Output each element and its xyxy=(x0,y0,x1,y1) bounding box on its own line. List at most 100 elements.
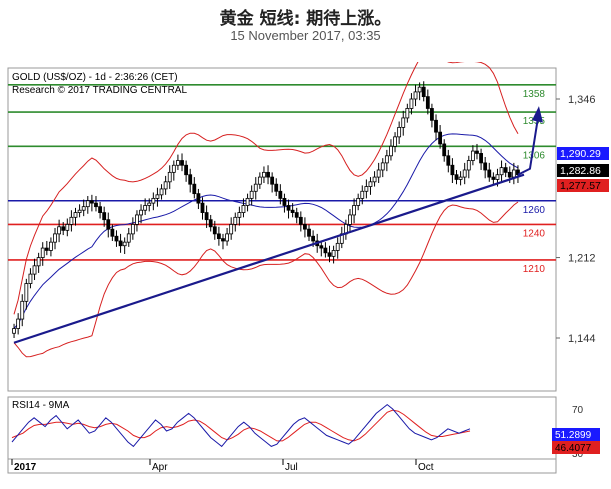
candle-body xyxy=(393,136,397,147)
candle-body xyxy=(425,96,430,109)
candle-body xyxy=(110,228,115,237)
candle-body xyxy=(249,190,254,199)
rsi-tag-label: 46.4077 xyxy=(555,443,592,454)
candle-body xyxy=(487,169,492,178)
candle-body xyxy=(290,209,295,213)
candle-body xyxy=(36,257,41,267)
candle-body xyxy=(77,209,82,213)
candle-body xyxy=(114,235,119,242)
candle-body xyxy=(409,98,414,109)
candle-body xyxy=(65,224,70,231)
instrument-label: GOLD (US$/OZ) - 1d - 2:36:26 (CET) xyxy=(12,72,178,83)
level-label: 1260 xyxy=(523,205,546,216)
candle-body xyxy=(470,150,475,161)
candle-body xyxy=(511,169,516,178)
price-tags: 1,290.29 1,282.86 1,277.57 xyxy=(557,147,609,192)
candle-body xyxy=(32,265,37,275)
candle-body xyxy=(233,216,238,225)
candle-body xyxy=(454,174,459,180)
trendline xyxy=(13,106,543,344)
candle-body xyxy=(298,216,303,225)
candle-body xyxy=(413,91,418,100)
candle-body xyxy=(102,212,107,221)
candle-body xyxy=(401,117,406,128)
candle-body xyxy=(221,238,225,242)
candle-body xyxy=(98,206,102,213)
candle-body xyxy=(245,197,250,206)
rsi-tag-label: 51.2899 xyxy=(555,430,592,441)
candle-body xyxy=(20,300,25,320)
candle-body xyxy=(327,252,332,257)
candle-body xyxy=(462,169,467,178)
page-title: 黄金 短线: 期待上涨。 xyxy=(219,9,392,29)
x-tick-label: Apr xyxy=(152,462,168,473)
candle-body xyxy=(475,150,479,154)
candle-body xyxy=(507,171,512,178)
candle-body xyxy=(28,273,33,284)
candle-body xyxy=(237,212,242,218)
candle-body xyxy=(61,226,66,231)
candle-body xyxy=(389,145,393,157)
candle-body xyxy=(196,193,201,204)
candle-body xyxy=(352,205,356,216)
candle-body xyxy=(200,202,205,213)
rsi-tick-label: 30 xyxy=(572,449,584,460)
candle-body xyxy=(143,205,148,211)
candle-body xyxy=(458,176,463,180)
level-label: 1240 xyxy=(523,228,546,239)
price-tick-label: 1,212 xyxy=(568,253,596,265)
candle-body xyxy=(282,197,287,206)
x-axis-band xyxy=(7,458,557,474)
candle-body xyxy=(89,200,94,204)
candle-body xyxy=(81,206,86,211)
candle-body xyxy=(364,186,369,192)
candle-body xyxy=(495,174,500,180)
candle-body xyxy=(49,241,53,251)
x-tick-label: Jul xyxy=(285,462,298,473)
candle-body xyxy=(73,212,78,218)
chart-frame: GOLD (US$/OZ) - 1d - 2:36:26 (CET) Resea… xyxy=(0,52,611,484)
x-tick-label: Oct xyxy=(418,462,434,473)
price-tag-label: 1,290.29 xyxy=(560,148,601,160)
candle-body xyxy=(368,181,373,187)
candle-body xyxy=(139,209,143,216)
candle-body xyxy=(421,86,426,98)
candle-body xyxy=(257,176,262,185)
candle-body xyxy=(184,164,189,176)
price-tick-label: 1,346 xyxy=(568,94,596,106)
level-label: 1358 xyxy=(523,89,546,100)
candle-body xyxy=(176,160,180,166)
candle-body xyxy=(331,250,336,257)
candle-body xyxy=(69,216,74,225)
candle-body xyxy=(303,224,307,230)
candle-body xyxy=(122,241,127,247)
candle-body xyxy=(294,212,299,218)
x-axis-labels: 2017 Apr Jul Oct xyxy=(11,459,434,473)
candle-body xyxy=(430,108,434,121)
candle-body xyxy=(212,226,217,235)
candle-body xyxy=(163,181,168,190)
candle-body xyxy=(85,200,90,208)
candle-body xyxy=(155,194,160,199)
price-chart: GOLD (US$/OZ) - 1d - 2:36:26 (CET) Resea… xyxy=(7,52,609,474)
candle-body xyxy=(450,164,455,176)
candle-body xyxy=(499,167,504,176)
candle-body xyxy=(384,155,389,164)
candlesticks xyxy=(12,81,520,338)
candle-body xyxy=(442,143,447,157)
price-tag-label: 1,282.86 xyxy=(560,165,601,177)
candle-body xyxy=(130,224,135,235)
candle-body xyxy=(44,247,49,251)
candle-body xyxy=(356,197,361,206)
candle-body xyxy=(438,131,443,145)
candle-body xyxy=(53,233,57,243)
candle-body xyxy=(147,202,152,206)
candle-body xyxy=(40,247,45,258)
trendline xyxy=(13,173,525,344)
rsi-lines: 70 30 51.2899 46.4077 xyxy=(11,403,600,460)
candle-body xyxy=(253,183,258,192)
rsi-panel xyxy=(7,396,557,460)
level-label: 1335 xyxy=(523,116,546,127)
candle-body xyxy=(12,328,16,334)
candle-body xyxy=(417,86,422,93)
